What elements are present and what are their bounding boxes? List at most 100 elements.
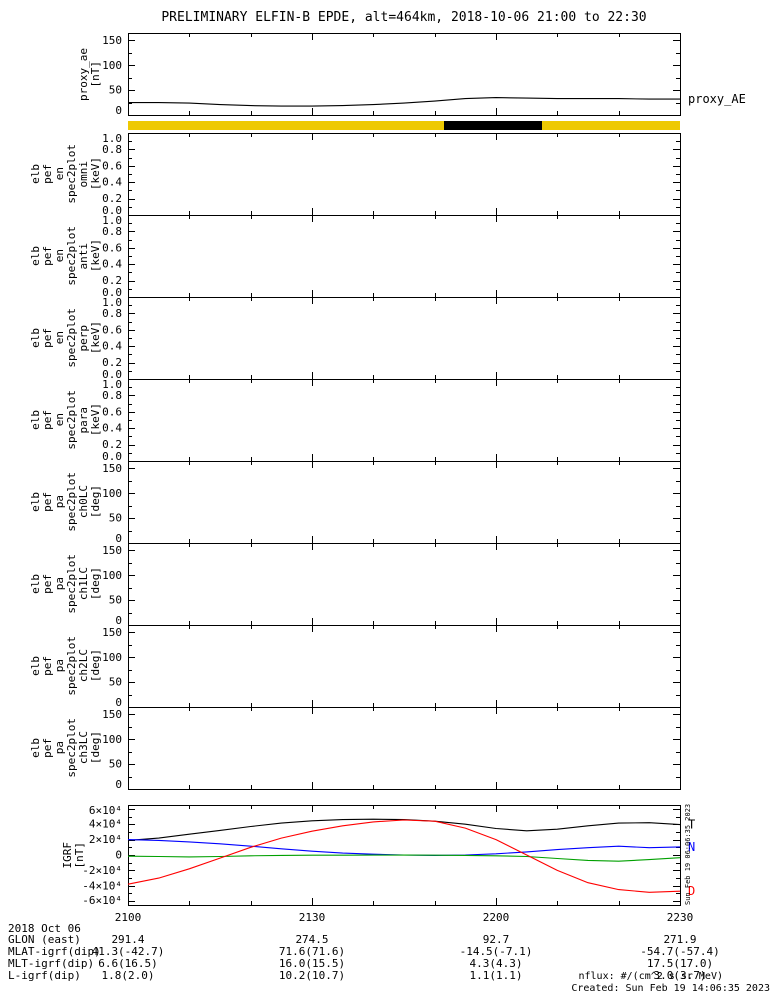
panel-perp: 0.00.2 0.4 0.6 0.81.0: [102, 296, 681, 381]
proxy_ae-ytick-label: 50: [109, 84, 122, 97]
mlat-header: MLAT-igrf(dip): [8, 945, 101, 958]
lshell-value: 1.1(1.1): [469, 969, 523, 982]
lshell-row: 1.8(2.0) 10.2(10.7) 1.1(1.1) 3.0(3.7) L-…: [0, 969, 775, 982]
igrf-ytick-label: 4×10⁴: [89, 818, 122, 831]
igrf-ytick-label: -2×10⁴: [82, 864, 122, 877]
time-tick-label: 2230: [666, 911, 694, 924]
igrf-ytick-label: -6×10⁴: [82, 894, 122, 907]
perp-ytick-label: 0.4: [102, 340, 122, 353]
igrf-series-label-T: T: [688, 818, 695, 832]
ch1lc-ticks: [128, 543, 681, 626]
anti-ytick-label: 1.0: [102, 214, 122, 227]
side-timestamp: Sun Feb 19 06:06:35 2023: [684, 803, 692, 905]
lshell-value: 3.0(3.7): [653, 969, 707, 982]
proxy_ae-line-proxy_AE: [128, 97, 680, 107]
ch2lc-border: [128, 625, 681, 708]
glon-row: 291.4 274.5 92.7 271.9 GLON (east): [0, 933, 775, 946]
ch2lc-ytick-label: 0: [115, 696, 122, 709]
ch2lc-ytick-label: 50: [109, 676, 122, 689]
para-ytick-label: 0.2: [102, 438, 122, 451]
para-border: [128, 379, 681, 462]
ch0lc-ytick-label: 50: [109, 512, 122, 525]
igrf-ytick-label: 0: [115, 849, 122, 862]
para-ytick-label: 1.0: [102, 378, 122, 391]
mlt-value: 17.5(17.0): [646, 957, 714, 970]
ch2lc-ytick-label: 150: [102, 626, 122, 639]
lshell-header: L-igrf(dip): [8, 969, 81, 982]
omni-border: [128, 133, 681, 216]
lshell-value: 10.2(10.7): [278, 969, 346, 982]
igrf-line-N: [127, 839, 681, 856]
page-title: PRELIMINARY ELFIN-B EPDE, alt=464km, 201…: [161, 10, 647, 25]
ch0lc-ticks: [128, 461, 681, 544]
igrf-line-T: [127, 818, 681, 841]
para-ytick-label: 0.0: [102, 450, 122, 463]
ch3lc-ticks: [128, 707, 681, 790]
perp-ytick-label: 0.2: [102, 356, 122, 369]
igrf-series-label-D: D: [688, 884, 695, 898]
igrf-ytick-label: -4×10⁴: [82, 879, 122, 892]
igrf-ytick-label: 2×10⁴: [89, 833, 122, 846]
date-label: 2018 Oct 06: [8, 922, 81, 935]
panel-anti: 0.00.2 0.4 0.6 0.81.0: [102, 214, 681, 299]
ch3lc-ytick-label: 50: [109, 758, 122, 771]
glon-value: 271.9: [663, 933, 697, 946]
time-tick-label: 2200: [482, 911, 510, 924]
proxy_ae-ytick-label: 0: [115, 104, 122, 117]
mlt-value: 16.0(15.5): [278, 957, 346, 970]
igrf-series-label-N: N: [688, 840, 695, 854]
mlt-value: 6.6(16.5): [98, 957, 158, 970]
nflux-note: nflux: #/(cm^2 s sr MeV): [578, 971, 724, 982]
ch2lc-ytick-label: 100: [102, 651, 122, 664]
ch1lc-ytick-label: 0: [115, 614, 122, 627]
mlt-header: MLT-igrf(dip): [8, 957, 95, 970]
omni-ticks: [128, 133, 681, 216]
lshell-value: 1.8(2.0): [101, 969, 155, 982]
panel-proxy_ae: 0 50 100 150 proxy_AE: [102, 33, 746, 117]
anti-ytick-label: 0.6: [102, 241, 122, 254]
anti-ytick-label: 0.2: [102, 274, 122, 287]
perp-ytick-label: 0.0: [102, 368, 122, 381]
anti-ytick-label: 0.8: [102, 225, 122, 238]
igrf-line-D: [127, 819, 681, 893]
glon-value: 291.4: [111, 933, 145, 946]
ch0lc-ytick-label: 150: [102, 462, 122, 475]
anti-ticks: [128, 215, 681, 298]
proxy_ae-ticks: [128, 33, 681, 116]
para-ticks: [128, 379, 681, 462]
igrf-line-E: [127, 854, 681, 862]
state-bar-dark-segment: [443, 121, 542, 130]
perp-border: [128, 297, 681, 380]
omni-ytick-label: 0.2: [102, 192, 122, 205]
omni-ytick-label: 0.8: [102, 143, 122, 156]
mlat-value: -14.5(-7.1): [459, 945, 533, 958]
time-tick-label: 2130: [298, 911, 326, 924]
ch3lc-border: [128, 707, 681, 790]
panel-ch0lc: 0 50 100 150: [102, 461, 681, 545]
panel-ch2lc: 0 50 100 150: [102, 625, 681, 709]
igrf-ytick-label: 6×10⁴: [89, 804, 122, 817]
anti-ytick-label: 0.0: [102, 286, 122, 299]
time-tick-label: 2100: [114, 911, 142, 924]
omni-ytick-label: 0.0: [102, 204, 122, 217]
ch0lc-border: [128, 461, 681, 544]
state-bar: [128, 121, 680, 130]
mlat-value: 41.3(-42.7): [91, 945, 165, 958]
ch0lc-ytick-label: 100: [102, 487, 122, 500]
para-ytick-label: 0.8: [102, 389, 122, 402]
omni-ytick-label: 1.0: [102, 132, 122, 145]
panel-ch1lc: 0 50 100 150: [102, 543, 681, 627]
perp-ytick-label: 0.8: [102, 307, 122, 320]
mlat-value: -54.7(-57.4): [640, 945, 720, 958]
ch1lc-ytick-label: 100: [102, 569, 122, 582]
panel-omni: 0.00.2 0.4 0.6 0.81.0: [102, 132, 681, 217]
mlt-value: 4.3(4.3): [469, 957, 523, 970]
ch3lc-ytick-label: 100: [102, 733, 122, 746]
perp-ytick-label: 0.6: [102, 323, 122, 336]
glon-value: 92.7: [482, 933, 510, 946]
panel-para: 0.00.2 0.4 0.6 0.81.0: [102, 378, 681, 463]
glon-header: GLON (east): [8, 933, 81, 946]
